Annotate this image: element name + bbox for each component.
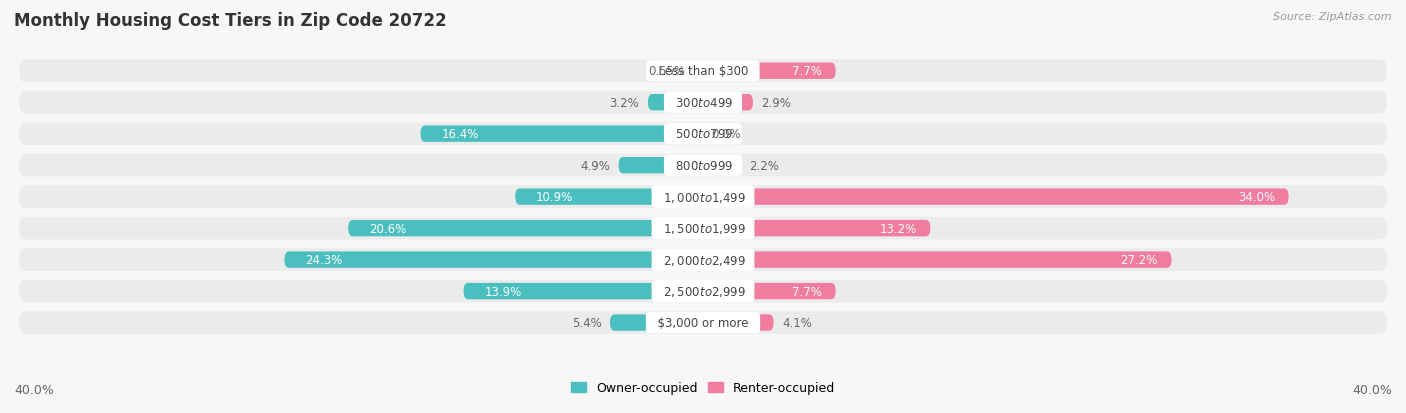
Text: 5.4%: 5.4%	[572, 316, 602, 329]
Text: $2,500 to $2,999: $2,500 to $2,999	[655, 285, 751, 298]
Text: 16.4%: 16.4%	[441, 128, 478, 141]
FancyBboxPatch shape	[20, 92, 1386, 114]
Text: 24.3%: 24.3%	[305, 254, 343, 266]
Text: 40.0%: 40.0%	[1353, 384, 1392, 396]
Text: 40.0%: 40.0%	[14, 384, 53, 396]
FancyBboxPatch shape	[703, 283, 835, 299]
FancyBboxPatch shape	[703, 221, 931, 237]
FancyBboxPatch shape	[703, 95, 754, 111]
FancyBboxPatch shape	[703, 315, 773, 331]
Legend: Owner-occupied, Renter-occupied: Owner-occupied, Renter-occupied	[567, 376, 839, 399]
FancyBboxPatch shape	[20, 123, 1386, 146]
Text: Monthly Housing Cost Tiers in Zip Code 20722: Monthly Housing Cost Tiers in Zip Code 2…	[14, 12, 447, 30]
FancyBboxPatch shape	[703, 252, 1171, 268]
Text: 20.6%: 20.6%	[368, 222, 406, 235]
FancyBboxPatch shape	[20, 217, 1386, 240]
Text: 2.9%: 2.9%	[762, 97, 792, 109]
Text: 2.2%: 2.2%	[749, 159, 779, 172]
Text: 10.9%: 10.9%	[536, 191, 574, 204]
Text: $2,000 to $2,499: $2,000 to $2,499	[655, 253, 751, 267]
Text: $3,000 or more: $3,000 or more	[650, 316, 756, 329]
Text: $500 to $799: $500 to $799	[668, 128, 738, 141]
FancyBboxPatch shape	[693, 63, 703, 80]
FancyBboxPatch shape	[703, 63, 835, 80]
FancyBboxPatch shape	[20, 186, 1386, 209]
FancyBboxPatch shape	[610, 315, 703, 331]
Text: 13.2%: 13.2%	[879, 222, 917, 235]
Text: 7.7%: 7.7%	[792, 285, 823, 298]
FancyBboxPatch shape	[20, 60, 1386, 83]
FancyBboxPatch shape	[20, 280, 1386, 303]
FancyBboxPatch shape	[349, 221, 703, 237]
Text: 34.0%: 34.0%	[1237, 191, 1275, 204]
Text: 0.0%: 0.0%	[711, 128, 741, 141]
FancyBboxPatch shape	[703, 189, 1289, 205]
Text: 7.7%: 7.7%	[792, 65, 823, 78]
Text: $800 to $999: $800 to $999	[668, 159, 738, 172]
FancyBboxPatch shape	[515, 189, 703, 205]
FancyBboxPatch shape	[464, 283, 703, 299]
Text: 4.9%: 4.9%	[581, 159, 610, 172]
Text: $1,500 to $1,999: $1,500 to $1,999	[655, 222, 751, 235]
FancyBboxPatch shape	[20, 154, 1386, 177]
Text: 27.2%: 27.2%	[1121, 254, 1157, 266]
FancyBboxPatch shape	[648, 95, 703, 111]
Text: 4.1%: 4.1%	[782, 316, 813, 329]
Text: Source: ZipAtlas.com: Source: ZipAtlas.com	[1274, 12, 1392, 22]
Text: $1,000 to $1,499: $1,000 to $1,499	[655, 190, 751, 204]
Text: 0.55%: 0.55%	[648, 65, 685, 78]
Text: Less than $300: Less than $300	[651, 65, 755, 78]
Text: 3.2%: 3.2%	[610, 97, 640, 109]
FancyBboxPatch shape	[703, 158, 741, 174]
Text: 13.9%: 13.9%	[484, 285, 522, 298]
FancyBboxPatch shape	[420, 126, 703, 142]
FancyBboxPatch shape	[20, 249, 1386, 271]
FancyBboxPatch shape	[619, 158, 703, 174]
FancyBboxPatch shape	[20, 311, 1386, 334]
FancyBboxPatch shape	[284, 252, 703, 268]
Text: $300 to $499: $300 to $499	[668, 97, 738, 109]
